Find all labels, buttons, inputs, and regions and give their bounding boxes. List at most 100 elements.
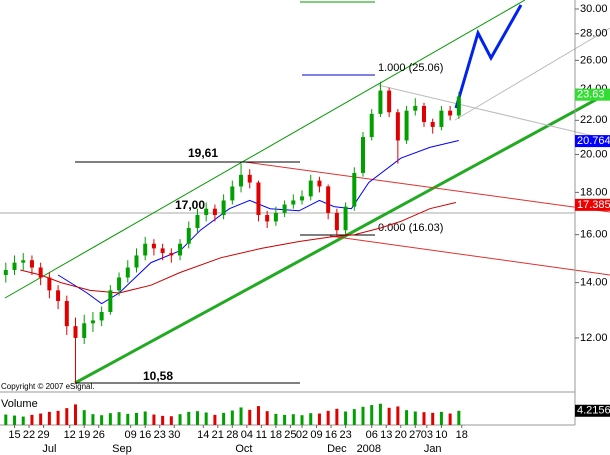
- candle-body: [247, 174, 252, 183]
- candle-body: [378, 90, 383, 114]
- candle-body: [265, 215, 270, 222]
- month-label: Jan: [424, 443, 442, 455]
- volume-last-box: [575, 404, 610, 417]
- x-tick-label: 23: [339, 429, 351, 441]
- volume-bar: [352, 409, 356, 425]
- volume-bar: [134, 412, 138, 425]
- volume-bar: [405, 410, 409, 425]
- candle-body: [169, 253, 174, 256]
- last-value-label: 17.385: [577, 199, 610, 211]
- volume-bar: [439, 411, 443, 425]
- volume-bar: [4, 414, 8, 425]
- y-tick-label: 14.00: [580, 277, 608, 289]
- last-value-box: [575, 135, 610, 148]
- volume-bar: [108, 413, 112, 425]
- volume-bar: [396, 406, 400, 425]
- x-tick-label: 12: [64, 429, 76, 441]
- candle-body: [361, 137, 366, 173]
- candle-body: [143, 243, 148, 256]
- month-label: Dec: [327, 443, 347, 455]
- volume-bar: [126, 413, 130, 425]
- volume-bar: [74, 404, 78, 425]
- volume-bar: [378, 403, 382, 425]
- x-tick-label: 03: [421, 429, 433, 441]
- annotation: 17,00: [175, 198, 205, 212]
- volume-bar: [82, 410, 86, 425]
- volume-bar: [91, 414, 95, 425]
- candle-body: [448, 110, 453, 116]
- candle-body: [239, 174, 244, 187]
- y-tick-label: 26.00: [580, 54, 608, 66]
- volume-bar: [335, 408, 339, 425]
- candle-body: [73, 326, 78, 338]
- candle-body: [134, 255, 139, 268]
- month-label: Oct: [235, 443, 252, 455]
- candle-body: [300, 196, 305, 201]
- candle-body: [221, 200, 226, 216]
- red-fan-line: [329, 235, 610, 276]
- candle-body: [160, 248, 165, 254]
- month-label: Sep: [112, 443, 132, 455]
- volume-label: Volume: [1, 398, 38, 410]
- volume-bar: [152, 414, 156, 425]
- candle-body: [430, 121, 435, 127]
- volume-bar: [222, 412, 226, 425]
- volume-bar: [361, 406, 365, 425]
- candle-body: [12, 262, 17, 270]
- y-tick-label: 22.00: [580, 114, 608, 126]
- volume-bar: [65, 408, 69, 425]
- candle-body: [178, 243, 183, 256]
- annotation: 1.000 (25.06): [378, 62, 443, 74]
- candle-body: [282, 204, 287, 213]
- volume-bar: [422, 412, 426, 425]
- volume-bar: [117, 412, 121, 425]
- candle-body: [439, 110, 444, 127]
- x-tick-label: 15: [8, 429, 20, 441]
- last-value-box: [575, 198, 610, 211]
- volume-bar: [387, 407, 391, 425]
- month-label: 2008: [357, 443, 381, 455]
- volume-bar: [56, 410, 60, 425]
- moving-average: [20, 202, 457, 294]
- candle-body: [334, 212, 339, 231]
- candle-body: [3, 269, 8, 275]
- candle-body: [108, 290, 113, 312]
- x-tick-label: 25: [284, 429, 296, 441]
- x-tick-label: 06: [366, 429, 378, 441]
- candle-body: [456, 96, 461, 116]
- x-tick-label: 09: [125, 429, 137, 441]
- x-tick-label: 11: [256, 429, 267, 441]
- candle-body: [56, 290, 61, 302]
- candle-body: [90, 320, 95, 324]
- annotation: 0.000 (16.03): [378, 222, 443, 234]
- last-value-label: 23.63: [577, 89, 605, 101]
- volume-bar: [413, 411, 417, 425]
- candle-body: [151, 243, 156, 249]
- x-tick-label: 16: [139, 429, 151, 441]
- candle-body: [308, 180, 313, 197]
- candle-body: [204, 208, 209, 216]
- annotation: 19,61: [188, 146, 218, 160]
- candle-body: [291, 200, 296, 205]
- x-tick-label: 14: [197, 429, 209, 441]
- candle-body: [64, 301, 69, 327]
- volume-bar: [317, 413, 321, 425]
- red-fan-line: [244, 161, 610, 213]
- volume-bar: [187, 411, 191, 425]
- drawings: [0, 0, 610, 385]
- y-tick-label: 18.00: [580, 186, 608, 198]
- y-tick-label: 28.00: [580, 28, 608, 40]
- volume-bar: [309, 413, 313, 425]
- volume-bar: [169, 416, 173, 425]
- volume-bar: [274, 413, 278, 425]
- volume-bar: [431, 412, 435, 425]
- volume-bar: [326, 410, 330, 425]
- candle-body: [369, 113, 374, 138]
- volume-bar: [283, 414, 287, 425]
- x-tick-label: 10: [435, 429, 447, 441]
- x-tick-label: 27: [409, 429, 421, 441]
- candle-body: [421, 105, 426, 122]
- grey-line: [454, 27, 610, 121]
